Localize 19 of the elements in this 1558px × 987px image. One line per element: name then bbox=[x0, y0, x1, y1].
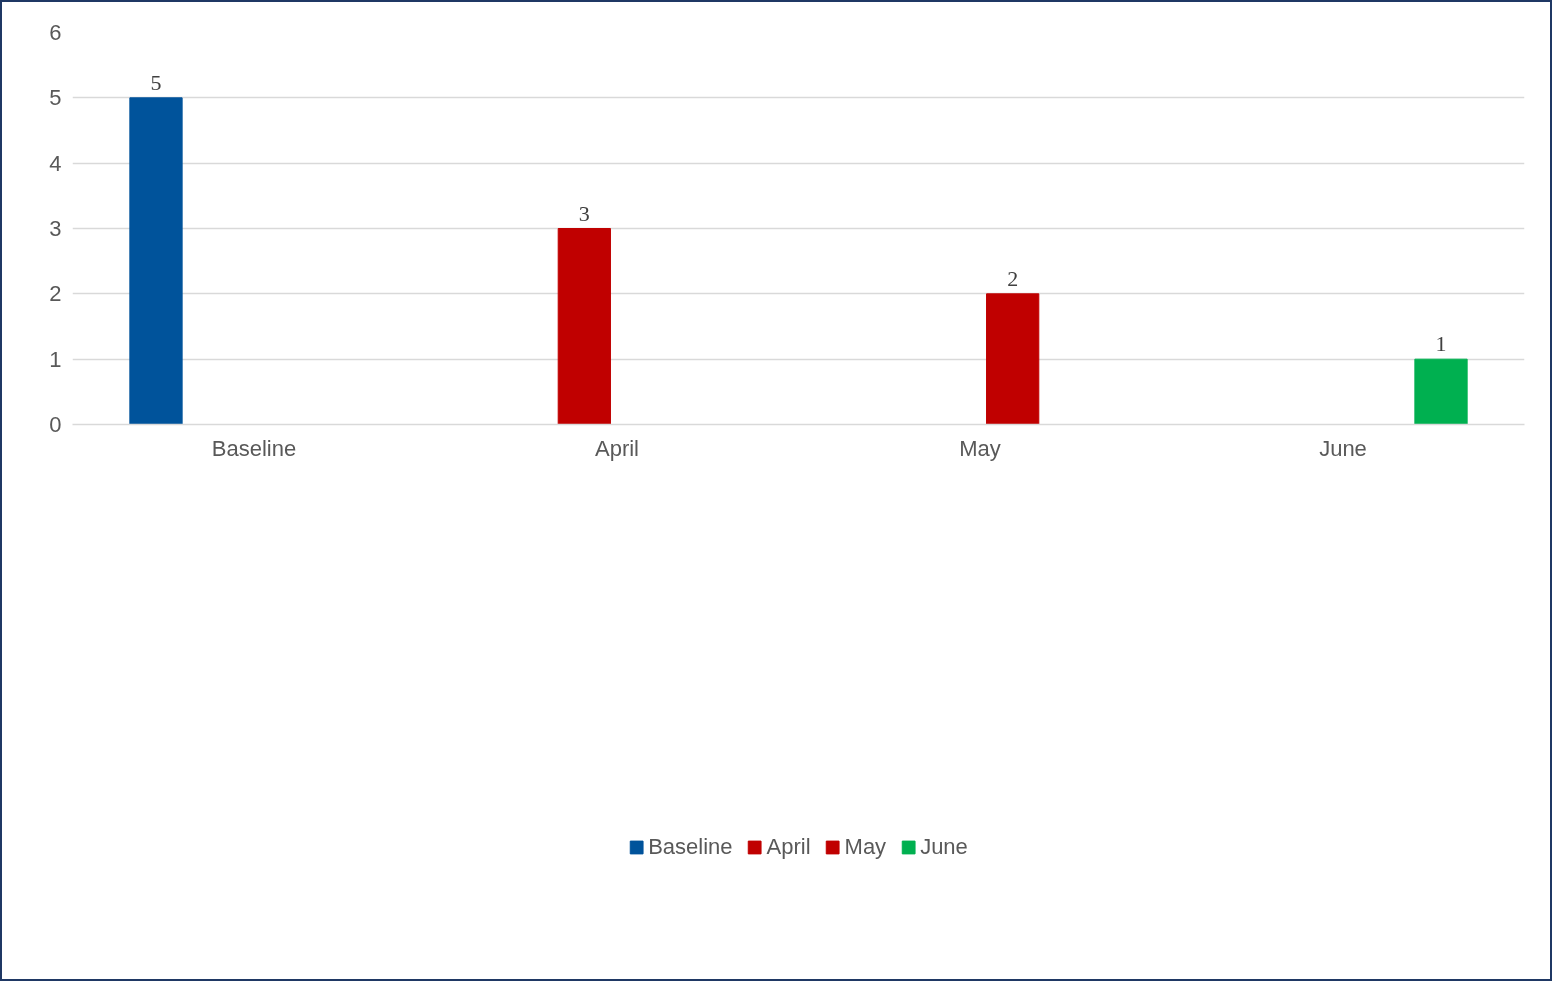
x-tick-label: April bbox=[594, 435, 640, 461]
x-tick-label: May bbox=[959, 435, 1001, 461]
x-tick-label: Baseline bbox=[211, 435, 297, 461]
y-tick-label: 3 bbox=[49, 216, 62, 241]
y-tick-label: 1 bbox=[49, 346, 62, 372]
legend-label: May bbox=[844, 833, 887, 860]
y-tick-label: 0 bbox=[49, 412, 62, 437]
legend-label: April bbox=[766, 833, 811, 860]
data-label: 5 bbox=[150, 69, 162, 95]
y-tick-label: 2 bbox=[49, 281, 62, 307]
data-label: 2 bbox=[1007, 265, 1019, 291]
legend-label: Baseline bbox=[648, 833, 733, 860]
y-tick-label: 6 bbox=[49, 20, 62, 45]
legend-label: June bbox=[920, 833, 968, 860]
x-tick-label: June bbox=[1319, 435, 1367, 461]
data-label: 1 bbox=[1435, 331, 1447, 357]
y-tick-label: 5 bbox=[49, 85, 62, 111]
data-label: 3 bbox=[578, 200, 590, 226]
y-tick-label: 4 bbox=[49, 150, 62, 176]
